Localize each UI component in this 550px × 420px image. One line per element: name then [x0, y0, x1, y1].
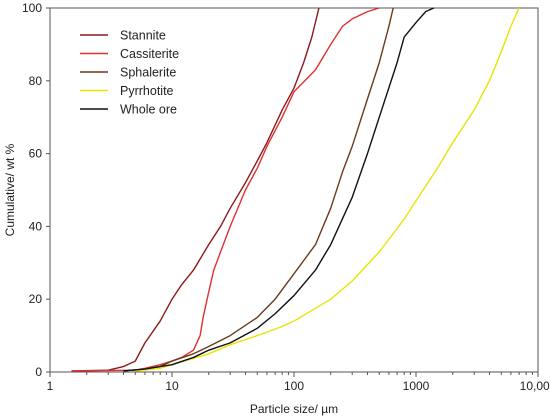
legend-label: Pyrrhotite	[120, 84, 174, 98]
x-axis-title: Particle size/ µm	[250, 402, 338, 416]
legend: Stannite Cassiterite Sphalerite Pyrrhotite W…	[80, 29, 179, 117]
x-tick-label: 1000	[403, 379, 430, 393]
series-line-whole-ore	[123, 7, 435, 372]
legend-label: Whole ore	[120, 103, 177, 117]
series-line-pyrrhotite	[135, 7, 520, 372]
series-line-cassiterite	[71, 7, 380, 372]
y-tick-label: 40	[29, 219, 43, 233]
plot-area	[49, 7, 539, 373]
legend-label: Cassiterite	[120, 47, 179, 61]
y-axis: 0 20 40 60 80 100	[22, 1, 50, 379]
x-tick-label: 1	[47, 379, 54, 393]
y-tick-label: 20	[29, 292, 43, 306]
y-tick-label: 0	[35, 365, 42, 379]
series-layer	[71, 7, 520, 372]
legend-label: Stannite	[120, 29, 166, 43]
series-line-sphalerite	[123, 7, 394, 372]
y-tick-label: 80	[29, 74, 43, 88]
y-tick-label: 60	[29, 147, 43, 161]
y-tick-label: 100	[22, 1, 42, 15]
x-tick-label: 10	[165, 379, 179, 393]
y-axis-title: Cumulative/ wt %	[3, 143, 17, 236]
x-tick-label: 10,000	[520, 379, 550, 393]
x-tick-label: 100	[284, 379, 304, 393]
legend-label: Sphalerite	[120, 66, 176, 80]
plot-border	[49, 7, 539, 373]
x-axis: 1 10 100 1000 10,000	[47, 372, 550, 393]
series-line-stannite	[71, 7, 320, 372]
